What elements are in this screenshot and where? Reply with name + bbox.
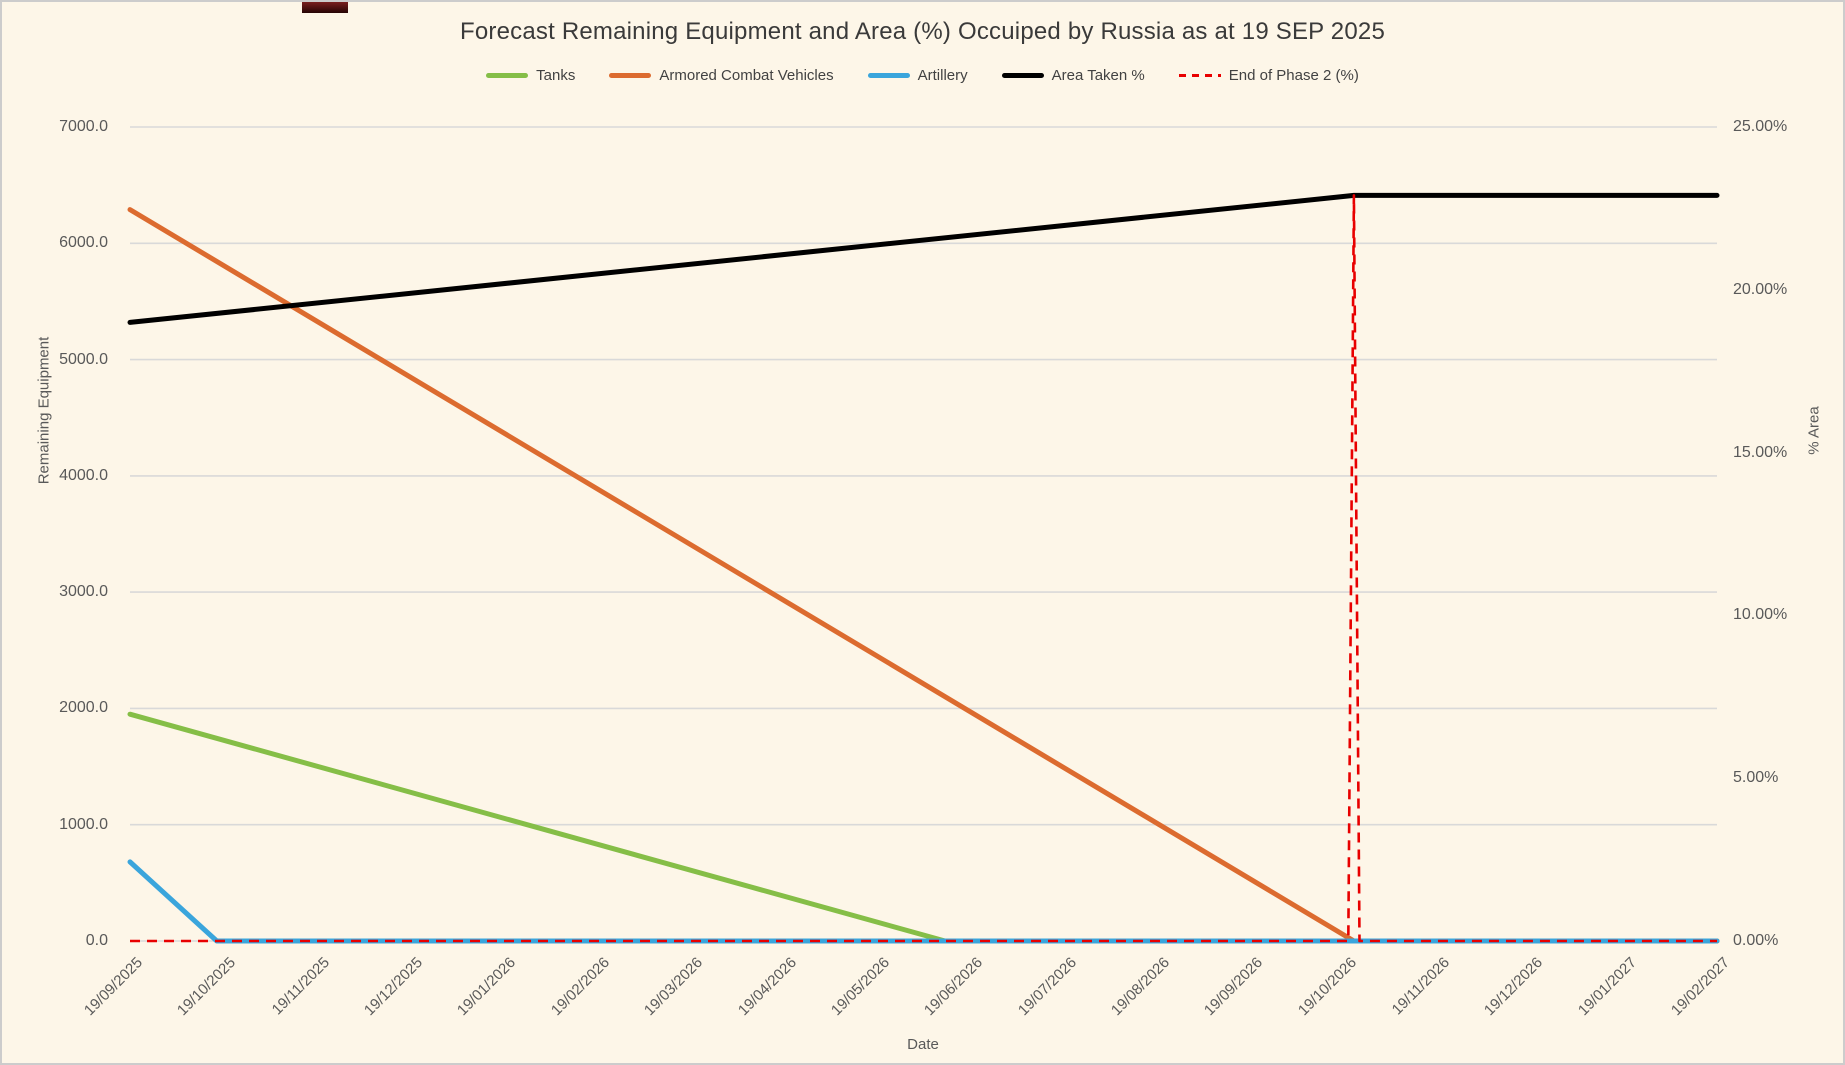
y-axis-right-title: % Area	[1805, 406, 1823, 455]
screen-capture-artifact	[302, 2, 348, 13]
legend-item-armored-combat-vehicles: Armored Combat Vehicles	[609, 66, 834, 84]
legend-label: Tanks	[536, 66, 576, 84]
y-axis-left-tick-label: 2000.0	[59, 699, 108, 717]
series-line-tanks	[127, 711, 1720, 944]
y-axis-left-tick-label: 1000.0	[59, 815, 108, 833]
series-line-artillery	[127, 859, 1720, 944]
legend: Tanks Armored Combat Vehicles Artillery Are…	[2, 62, 1843, 88]
legend-swatch	[867, 72, 910, 78]
legend-swatch	[1178, 73, 1221, 77]
legend-label: End of Phase 2 (%)	[1228, 66, 1359, 84]
legend-label: Armored Combat Vehicles	[659, 66, 834, 84]
chart-title: Forecast Remaining Equipment and Area (%…	[460, 18, 1385, 45]
series-line-area-taken	[127, 192, 1720, 325]
y-axis-left-tick-label: 7000.0	[59, 118, 108, 135]
y-axis-right-tick-label: 25.00%	[1733, 118, 1788, 135]
x-axis-title: Date	[907, 1036, 939, 1053]
y-axis-left-tick-label: 5000.0	[59, 350, 108, 368]
series-line-end-of-phase-2	[130, 194, 1717, 943]
legend-swatch	[1001, 72, 1044, 78]
y-axis-left-tick-label: 3000.0	[59, 583, 108, 601]
y-axis-left-tick-label: 4000.0	[59, 466, 108, 484]
y-axis-right-tick-label: 15.00%	[1733, 443, 1788, 461]
y-axis-left-tick-label: 0.0	[85, 932, 108, 949]
y-axis-right-tick-label: 0.00%	[1733, 932, 1779, 949]
y-axis-right-tick-label: 20.00%	[1733, 280, 1788, 298]
y-axis-right-tick-label: 10.00%	[1733, 606, 1788, 624]
legend-swatch	[609, 72, 652, 78]
series-line-armored-combat-vehicles	[127, 207, 1720, 944]
y-axis-right-tick-label: 5.00%	[1733, 769, 1779, 787]
y-axis-left-title: Remaining Equipment	[35, 336, 53, 485]
legend-item-artillery: Artillery	[867, 66, 968, 84]
legend-item-tanks: Tanks	[486, 67, 575, 84]
legend-label: Area Taken %	[1051, 66, 1145, 84]
legend-swatch	[486, 72, 529, 78]
legend-item-end-of-phase-2: End of Phase 2 (%)	[1178, 66, 1359, 84]
y-axis-left-tick-label: 6000.0	[59, 234, 108, 252]
legend-label: Artillery	[917, 66, 968, 84]
legend-item-area-taken: Area Taken %	[1001, 66, 1145, 84]
